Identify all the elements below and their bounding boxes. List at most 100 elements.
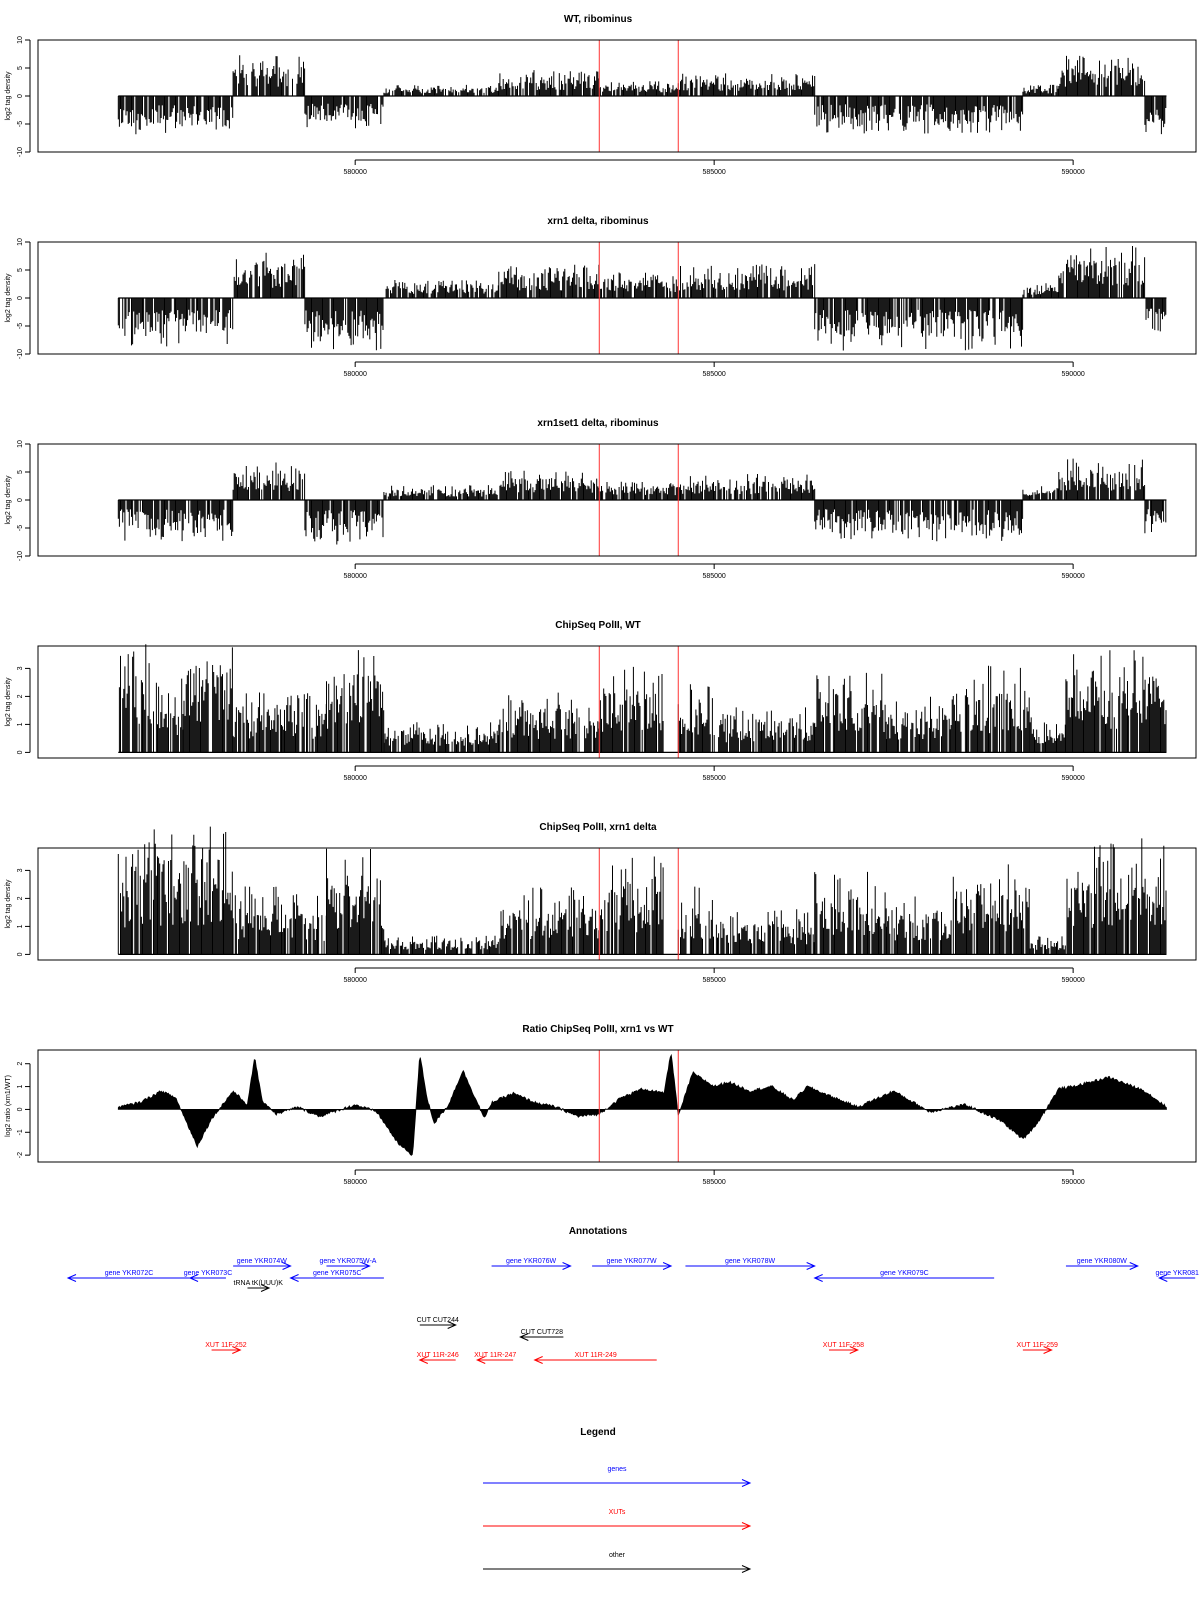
y-tick-label: -10 xyxy=(17,349,24,359)
signal-segment xyxy=(950,665,1030,753)
legend-label: other xyxy=(609,1552,626,1559)
feature-genes: gene YKR076W xyxy=(491,1258,572,1270)
y-tick-label: -5 xyxy=(17,525,24,531)
feature-label: XUT 11F-258 xyxy=(823,1342,864,1349)
signal-segment xyxy=(385,280,499,298)
feature-XUTs: XUT 11R-247 xyxy=(474,1352,516,1364)
y-tick-label: 10 xyxy=(17,238,24,246)
signal-segment xyxy=(304,500,384,545)
y-axis-label: log2 tag density xyxy=(5,677,12,727)
feature-genes: gene YKR078W xyxy=(685,1258,816,1270)
plot-frame xyxy=(37,1049,1197,1163)
feature-label: XUT 11F-259 xyxy=(1017,1342,1058,1349)
y-tick-label: 5 xyxy=(17,66,24,70)
signal-segment xyxy=(282,693,327,753)
y-tick-label: 2 xyxy=(17,896,24,900)
feature-label: XUT 11R-249 xyxy=(575,1352,617,1359)
y-axis-label: log2 tag density xyxy=(5,273,12,323)
signal-segment xyxy=(950,864,1030,955)
track-panel-3: xrn1set1 delta, ribominus log2 tag densit… xyxy=(5,418,1197,580)
feature-arrow-head xyxy=(1158,1274,1168,1282)
feature-genes: gene YKR073C xyxy=(184,1270,232,1282)
feature-XUTs: XUT 11R-246 xyxy=(417,1352,459,1364)
track-panel-5: ChipSeq PolII, xrn1 delta log2 tag densit… xyxy=(5,822,1197,984)
legend-panel: Legend genes XUTs other xyxy=(483,1427,752,1573)
annotations-title: Annotations xyxy=(569,1226,628,1237)
track-title: xrn1 delta, ribominus xyxy=(547,216,649,227)
feature-arrow-head xyxy=(1043,1346,1053,1354)
x-tick-label: 580000 xyxy=(343,775,366,782)
feature-arrow-head xyxy=(447,1321,457,1329)
x-tick-label: 585000 xyxy=(702,775,725,782)
legend-label: genes xyxy=(607,1466,627,1473)
legend-entry: genes xyxy=(483,1466,752,1487)
signal-segment xyxy=(814,871,887,955)
feature-label: tRNA tK(UUU)K xyxy=(234,1280,284,1287)
ratio-area xyxy=(117,1053,1167,1156)
y-axis-label: log2 tag density xyxy=(5,475,12,525)
y-axis-label: log2 tag density xyxy=(5,71,12,121)
feature-label: XUT 11R-247 xyxy=(474,1352,516,1359)
track-title: ChipSeq PolII, WT xyxy=(555,620,641,631)
track-title: WT, ribominus xyxy=(564,14,633,25)
signal-segment xyxy=(117,96,234,135)
legend-arrow-head xyxy=(741,1565,752,1573)
signal-segment xyxy=(498,692,600,753)
signal-segment xyxy=(1065,650,1167,753)
feature-arrow-head xyxy=(260,1284,271,1292)
feature-other: CUT CUT244 xyxy=(417,1317,459,1329)
plot-frame xyxy=(37,39,1197,153)
signal-segment xyxy=(326,848,385,955)
signal-segment xyxy=(383,485,498,500)
x-tick-label: 580000 xyxy=(343,371,366,378)
signal-segment xyxy=(383,935,499,955)
signal-segment xyxy=(1022,283,1059,298)
y-tick-label: 1 xyxy=(17,924,24,928)
signal-segment xyxy=(598,481,678,500)
track-panel-4: ChipSeq PolII, WT log2 tag density 0 1 2 3 580… xyxy=(5,620,1197,782)
track-title: Ratio ChipSeq PolII, xrn1 vs WT xyxy=(522,1024,673,1035)
signal xyxy=(117,246,1167,351)
legend-entry: XUTs xyxy=(483,1509,752,1530)
x-tick-label: 590000 xyxy=(1061,169,1084,176)
feature-arrow-head xyxy=(475,1356,486,1364)
x-tick-label: 585000 xyxy=(702,1179,725,1186)
feature-label: gene YKR078W xyxy=(725,1258,775,1265)
signal-segment xyxy=(598,666,664,753)
feature-arrow-head xyxy=(188,1274,199,1282)
feature-label: XUT 11R-246 xyxy=(417,1352,459,1359)
signal-segment xyxy=(1029,717,1066,753)
signal xyxy=(117,55,1167,135)
annotations-panel: Annotations gene YKR072C gene YKR073C gene… xyxy=(66,1226,1199,1364)
signal-segment xyxy=(814,96,1024,134)
feature-arrow-head xyxy=(562,1262,572,1270)
x-tick-label: 585000 xyxy=(702,371,725,378)
y-tick-label: 0 xyxy=(17,296,24,300)
feature-genes: gene YKR080W xyxy=(1065,1258,1139,1270)
signal-segment xyxy=(677,886,714,955)
signal-segment xyxy=(677,474,816,500)
feature-arrow-head xyxy=(289,1274,299,1282)
signal-segment xyxy=(715,909,815,955)
feature-genes: gene YKR081 xyxy=(1155,1270,1199,1282)
feature-arrow-head xyxy=(806,1262,816,1270)
y-tick-label: 0 xyxy=(17,94,24,98)
legend-arrow-head xyxy=(741,1479,752,1487)
signal-segment xyxy=(814,298,1024,351)
signal-segment xyxy=(232,462,306,500)
feature-genes: gene YKR072C xyxy=(66,1270,191,1282)
feature-label: CUT CUT244 xyxy=(417,1317,459,1324)
x-tick-label: 590000 xyxy=(1061,1179,1084,1186)
track-title: xrn1set1 delta, ribominus xyxy=(537,418,659,429)
signal-segment xyxy=(1144,96,1167,135)
feature-other: CUT CUT728 xyxy=(519,1329,564,1341)
signal-segment xyxy=(182,647,233,753)
feature-arrow-head xyxy=(361,1262,371,1270)
y-axis-label: log2 ratio (xrn1/WT) xyxy=(5,1075,12,1137)
signal xyxy=(117,1053,1167,1156)
signal-segment xyxy=(599,856,664,955)
feature-arrow-head xyxy=(1129,1262,1139,1270)
y-tick-label: 0 xyxy=(17,498,24,502)
feature-XUTs: XUT 11F-252 xyxy=(205,1342,247,1354)
